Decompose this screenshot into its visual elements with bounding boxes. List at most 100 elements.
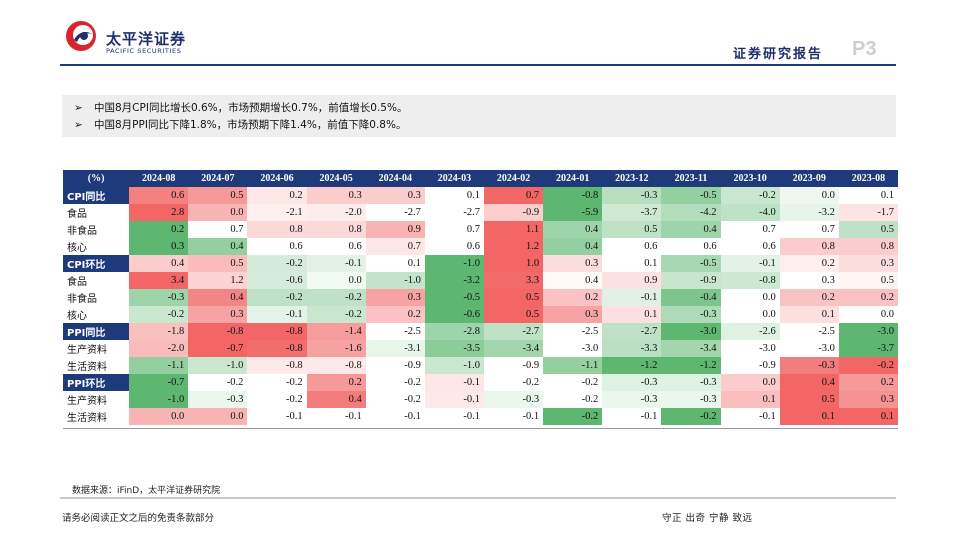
table-cell: 0.9 xyxy=(365,221,425,238)
table-cell: 0.5 xyxy=(484,306,544,323)
column-header: 2023-12 xyxy=(602,170,662,187)
row-label: 生产资料 xyxy=(67,396,107,407)
table-cell: 0.1 xyxy=(838,187,898,204)
table-cell: -3.0 xyxy=(543,340,603,357)
table-cell: 0.0 xyxy=(188,204,248,221)
table-cell: -0.2 xyxy=(838,357,898,374)
table-cell: 0.3 xyxy=(188,306,248,323)
row-label: 非食品 xyxy=(67,294,97,305)
table-cell: 0.3 xyxy=(543,306,603,323)
table-cell: 0.1 xyxy=(779,408,839,425)
table-cell: -0.2 xyxy=(306,306,366,323)
table-cell: -0.3 xyxy=(602,374,662,391)
report-title: 证券研究报告 xyxy=(733,47,824,62)
table-cell: 0.5 xyxy=(838,272,898,289)
table-cell: 0.4 xyxy=(188,238,248,255)
table-cell: -0.2 xyxy=(365,374,425,391)
column-header: 2024-04 xyxy=(365,170,425,187)
table-cell: -0.3 xyxy=(602,187,662,204)
table-cell: -0.6 xyxy=(424,306,484,323)
table-cell: -2.7 xyxy=(365,204,425,221)
table-cell: -0.1 xyxy=(720,408,780,425)
row-label: 生活资料 xyxy=(67,362,107,373)
table-cell: 3.4 xyxy=(129,272,189,289)
table-cell: -0.2 xyxy=(543,408,603,425)
table-cell: -0.2 xyxy=(484,374,544,391)
table-cell: 0.7 xyxy=(720,221,780,238)
table-cell: 0.0 xyxy=(838,306,898,323)
table-cell: -0.9 xyxy=(365,357,425,374)
table-cell: -0.7 xyxy=(129,374,189,391)
table-cell: -0.3 xyxy=(188,391,248,408)
row-label: 非食品 xyxy=(67,226,97,237)
summary-text: 中国8月PPI同比下降1.8%，市场预期下降1.4%，前值下降0.8%。 xyxy=(94,119,407,131)
table-cell: -0.3 xyxy=(661,391,721,408)
table-cell: -2.7 xyxy=(484,323,544,340)
table-cell: -4.0 xyxy=(720,204,780,221)
table-cell: 0.7 xyxy=(365,238,425,255)
column-header: 2024-05 xyxy=(306,170,366,187)
table-cell: 0.5 xyxy=(779,391,839,408)
page-number: P3 xyxy=(852,38,877,60)
table-group-row: CPI环比 0.4 0.5 -0.2 -0.1 0.1 -1.0 1.0 0.3 0.1 -0.5-… xyxy=(63,255,898,272)
table-cell: 0.2 xyxy=(365,306,425,323)
table-row: 食品 2.8 0.0 -2.1 -2.0 -2.7 -2.7 -0.9 -5.9 -3.7 -4.2… xyxy=(63,204,898,221)
table-row: 核心 0.3 0.4 0.6 0.6 0.7 0.6 1.2 0.4 0.6 0.6 0.6 0.8 0.… xyxy=(63,238,898,255)
table-cell: -0.6 xyxy=(247,272,307,289)
table-cell: -0.8 xyxy=(306,357,366,374)
table-cell: -0.3 xyxy=(661,374,721,391)
table-cell: -0.2 xyxy=(543,391,603,408)
table-cell: 0.3 xyxy=(306,187,366,204)
table-cell: 0.3 xyxy=(779,272,839,289)
table-cell: 0.5 xyxy=(188,187,248,204)
table-cell: 0.6 xyxy=(602,238,662,255)
data-source-note: 数据来源：iFinD，太平洋证券研究院 xyxy=(72,486,221,496)
table-cell: 0.0 xyxy=(779,187,839,204)
table-cell: -2.5 xyxy=(779,323,839,340)
table-cell: -0.3 xyxy=(129,289,189,306)
table-group-row: CPI同比 0.6 0.5 0.2 0.3 0.3 0.1 0.7 -0.8 -0.3 -0.5 -0… xyxy=(63,187,898,204)
table-cell: -2.6 xyxy=(720,323,780,340)
table-cell: -0.2 xyxy=(188,374,248,391)
table-cell: -1.0 xyxy=(365,272,425,289)
table-group-row: PPI同比 -1.8 -0.8 -0.8 -1.4 -2.5 -2.8 -2.7 -2.5 -2.… xyxy=(63,323,898,340)
table-cell: 0.1 xyxy=(779,306,839,323)
table-row: 生活资料 0.0 0.0 -0.1 -0.1 -0.1 -0.1 -0.1 -0.2 -0.1 -0… xyxy=(63,408,898,425)
table-cell: -1.2 xyxy=(602,357,662,374)
table-cell: -0.1 xyxy=(602,408,662,425)
column-header: 2024-08 xyxy=(129,170,189,187)
table-cell: -0.5 xyxy=(424,289,484,306)
table-cell: -3.0 xyxy=(720,340,780,357)
table-cell: 0.1 xyxy=(720,391,780,408)
table-cell: -2.5 xyxy=(543,323,603,340)
table-cell: -0.1 xyxy=(424,391,484,408)
table-cell: 1.0 xyxy=(484,255,544,272)
table-cell: 0.2 xyxy=(129,221,189,238)
table-cell: -0.2 xyxy=(247,255,307,272)
table-cell: -2.8 xyxy=(424,323,484,340)
table-cell: -0.9 xyxy=(720,357,780,374)
table-cell: -0.1 xyxy=(424,374,484,391)
table-cell: 0.3 xyxy=(129,238,189,255)
table-cell: -0.1 xyxy=(424,408,484,425)
column-header: 2023-10 xyxy=(720,170,780,187)
table-cell: 0.4 xyxy=(779,374,839,391)
table-cell: 1.2 xyxy=(188,272,248,289)
table-cell: -3.5 xyxy=(424,340,484,357)
row-label: 核心 xyxy=(67,311,87,322)
summary-bullet: ➢ 中国8月PPI同比下降1.8%，市场预期下降1.4%，前值下降0.8%。 xyxy=(74,117,406,132)
row-label: 生活资料 xyxy=(67,413,107,424)
table-cell: 0.0 xyxy=(188,408,248,425)
table-cell: -0.3 xyxy=(779,357,839,374)
table-cell: -3.7 xyxy=(602,204,662,221)
table-cell: 0.5 xyxy=(484,289,544,306)
table-corner-header: (%) xyxy=(63,170,130,187)
table-row: 生产资料 -1.0 -0.3 -0.2 0.4 -0.2 -0.1 -0.3 -0.2 -0.3-… xyxy=(63,391,898,408)
table-cell: -0.2 xyxy=(661,408,721,425)
table-cell: -1.6 xyxy=(306,340,366,357)
table-cell: 1.2 xyxy=(484,238,544,255)
table-cell: -0.3 xyxy=(484,391,544,408)
table-cell: -0.1 xyxy=(602,289,662,306)
table-cell: -1.1 xyxy=(543,357,603,374)
table-header-row: (%) 2024-08 2024-07 2024-06 2024-05 2024… xyxy=(63,170,898,187)
